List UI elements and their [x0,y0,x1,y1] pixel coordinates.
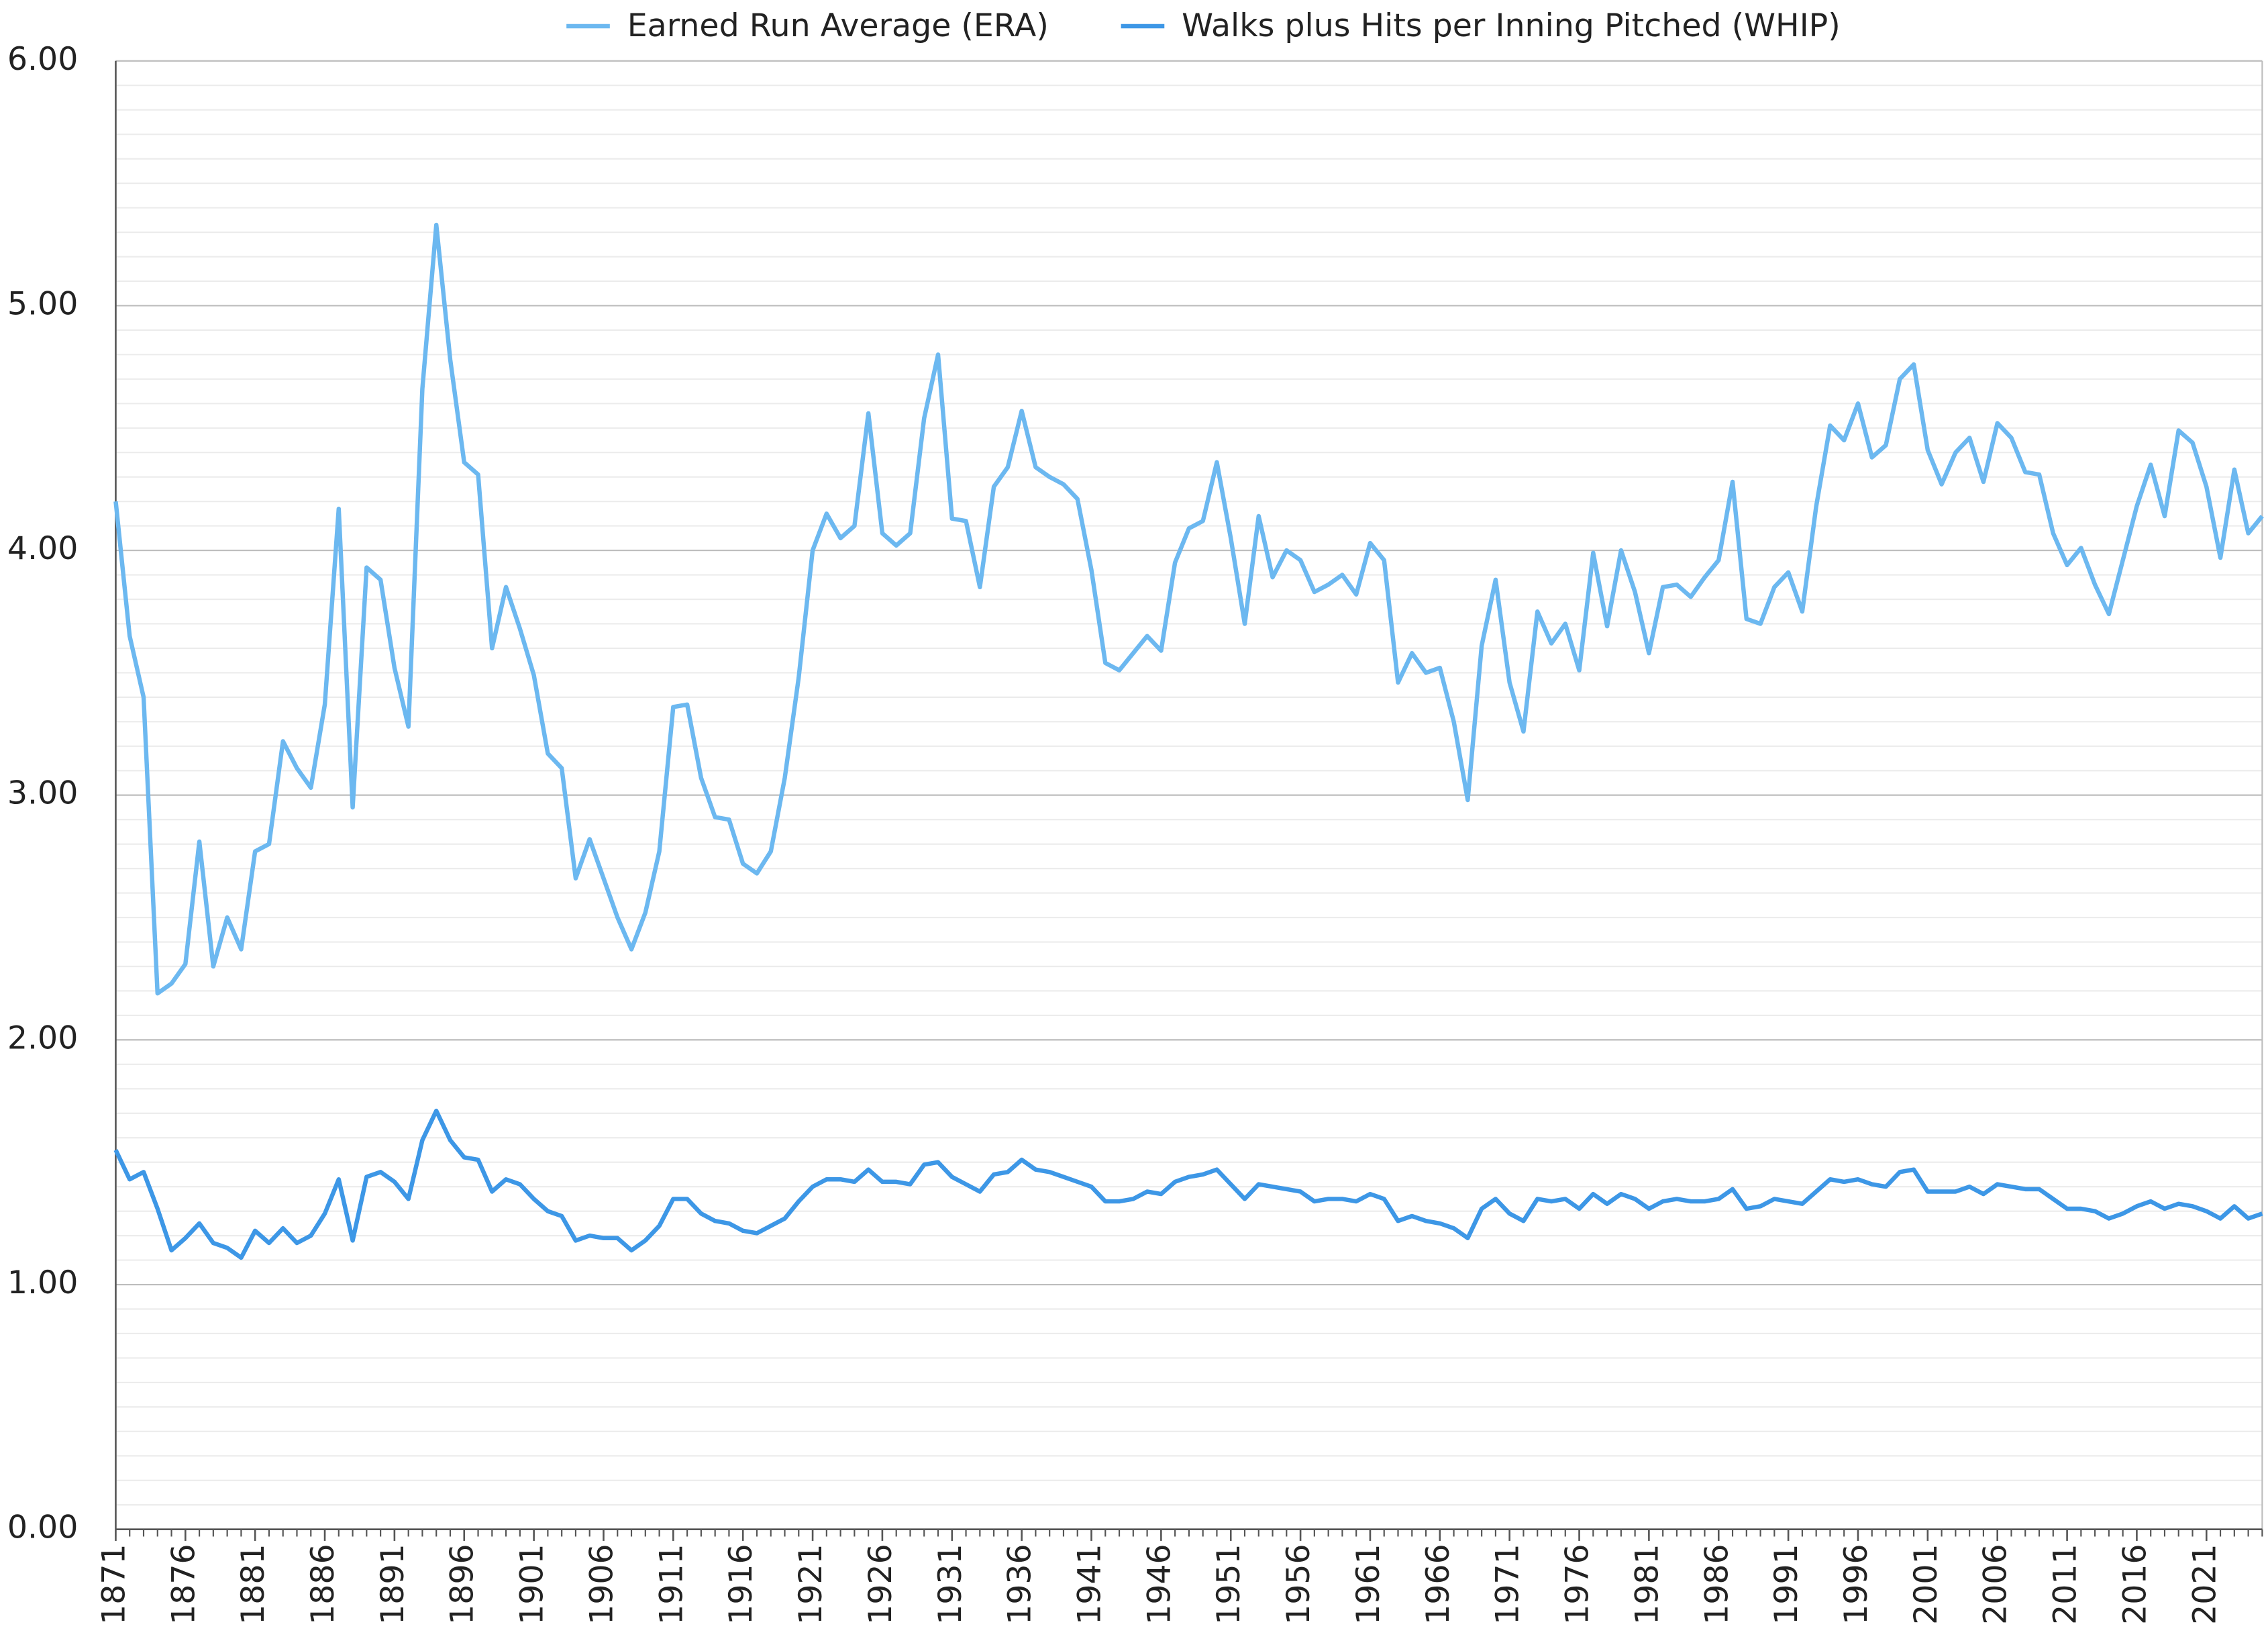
x-tick-label: 2011 [2047,1544,2084,1625]
x-tick-label: 1891 [374,1544,411,1625]
legend-label: Walks plus Hits per Inning Pitched (WHIP… [1182,7,1841,44]
y-tick-label: 2.00 [7,1019,79,1056]
x-tick-label: 1981 [1629,1544,1665,1625]
x-tick-label: 2006 [1977,1544,2014,1625]
x-tick-label: 1886 [305,1544,342,1625]
x-tick-label: 1896 [444,1544,481,1625]
x-tick-label: 1931 [932,1544,969,1625]
series-line [113,1108,2263,1260]
x-tick-label: 1996 [1838,1544,1875,1625]
x-tick-label: 1986 [1698,1544,1735,1625]
x-tick-label: 1901 [514,1544,551,1625]
x-tick-label: 1921 [792,1544,829,1625]
x-tick-label: 1961 [1350,1544,1387,1625]
y-tick-label: 5.00 [7,285,79,322]
x-tick-label: 1991 [1768,1544,1805,1625]
legend-item: Earned Run Average (ERA) [566,7,1049,44]
x-tick-label: 1946 [1141,1544,1178,1625]
x-tick-label: 1971 [1490,1544,1527,1625]
x-tick-label: 2021 [2186,1544,2223,1625]
x-tick-label: 1941 [1072,1544,1109,1625]
y-tick-label: 3.00 [7,775,79,812]
x-tick-label: 1926 [862,1544,899,1625]
x-tick-label: 1906 [583,1544,620,1625]
x-tick-label: 1871 [95,1544,132,1625]
x-tick-label: 1876 [165,1544,202,1625]
x-tick-label: 1916 [723,1544,760,1625]
x-tick-label: 1881 [235,1544,272,1625]
x-tick-label: 1936 [1002,1544,1039,1625]
x-tick-label: 1956 [1280,1544,1317,1625]
x-tick-label: 1951 [1210,1544,1247,1625]
x-tick-label: 1911 [653,1544,690,1625]
series-line [113,222,2264,996]
x-tick-label: 2001 [1908,1544,1945,1625]
legend: Earned Run Average (ERA) Walks plus Hits … [566,7,1841,44]
y-tick-label: 4.00 [7,530,79,567]
x-tick-label: 1976 [1559,1544,1596,1625]
x-tick-label: 2016 [2116,1544,2153,1625]
x-tick-label: 1966 [1420,1544,1457,1625]
legend-label: Earned Run Average (ERA) [627,7,1049,44]
y-tick-label: 6.00 [7,41,79,78]
y-tick-label: 0.00 [7,1509,79,1546]
legend-item: Walks plus Hits per Inning Pitched (WHIP… [1121,7,1841,44]
y-tick-label: 1.00 [7,1264,79,1301]
